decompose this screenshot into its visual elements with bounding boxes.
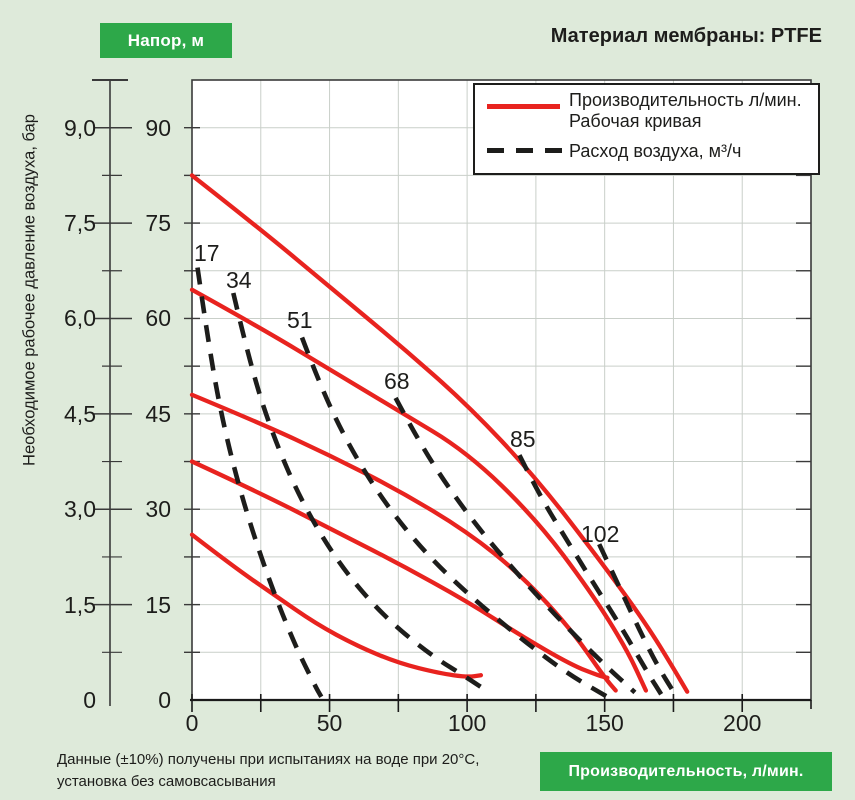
plot-area bbox=[192, 80, 811, 700]
air-curve-value-label: 34 bbox=[226, 267, 252, 293]
air-curve-value-label: 85 bbox=[510, 426, 536, 452]
head-tick-label: 45 bbox=[145, 400, 171, 427]
air-curve-85 bbox=[517, 454, 665, 698]
head-tick-label: 15 bbox=[145, 591, 171, 618]
legend-dashed-label: Расход воздуха, м³/ч bbox=[569, 141, 742, 161]
flow-tick-label: 150 bbox=[585, 710, 624, 736]
head-axis-badge-label: Напор, м bbox=[127, 30, 205, 50]
footnote-line2: установка без самовсасывания bbox=[57, 773, 276, 790]
pressure-tick-label: 1,5 bbox=[64, 591, 96, 618]
legend-solid-line-sample bbox=[487, 104, 560, 109]
air-curve-68 bbox=[393, 396, 637, 695]
performance-curve-2 bbox=[189, 287, 649, 693]
performance-curve-5 bbox=[189, 532, 484, 679]
footnote-line1: Данные (±10%) получены при испытаниях на… bbox=[57, 751, 480, 768]
head-tick-label: 0 bbox=[158, 687, 171, 713]
air-curve-value-label: 68 bbox=[384, 368, 410, 394]
legend-solid-label-line1: Производительность л/мин. bbox=[569, 90, 802, 110]
flow-axis-badge-label: Производительность, л/мин. bbox=[568, 762, 804, 780]
pressure-tick-label: 6,0 bbox=[64, 305, 96, 332]
pressure-tick-label: 4,5 bbox=[64, 400, 96, 427]
pressure-tick-label: 0 bbox=[83, 687, 96, 713]
performance-curve-1 bbox=[189, 173, 690, 694]
chart-title: Материал мембраны: PTFE bbox=[550, 25, 822, 47]
head-axis-badge: Напор, м bbox=[100, 23, 232, 58]
pressure-tick-label: 3,0 bbox=[64, 496, 96, 523]
head-tick-label: 90 bbox=[145, 114, 171, 141]
footnote: Данные (±10%) получены при испытаниях на… bbox=[57, 749, 479, 793]
head-tick-label: 30 bbox=[145, 496, 171, 523]
flow-tick-label: 0 bbox=[185, 710, 199, 736]
pressure-axis-title: Необходимое рабочее давление воздуха, ба… bbox=[20, 114, 39, 466]
performance-curve-4 bbox=[189, 459, 610, 680]
pressure-tick-label: 7,5 bbox=[64, 210, 96, 237]
flow-axis-badge: Производительность, л/мин. bbox=[540, 752, 832, 791]
pressure-tick-label: 9,0 bbox=[64, 114, 96, 141]
air-curve-17 bbox=[195, 267, 324, 698]
air-curve-value-label: 17 bbox=[194, 240, 220, 266]
performance-curve-3 bbox=[189, 392, 618, 693]
legend-dashed-line-sample bbox=[487, 148, 563, 153]
flow-tick-label: 100 bbox=[447, 710, 487, 736]
flow-tick-label: 200 bbox=[723, 710, 762, 736]
legend-box: Производительность л/мин. Рабочая кривая… bbox=[473, 83, 820, 175]
air-curve-value-label: 51 bbox=[287, 307, 313, 333]
air-curve-51 bbox=[299, 336, 609, 699]
head-tick-label: 75 bbox=[145, 210, 171, 237]
head-tick-label: 60 bbox=[145, 305, 171, 332]
air-curve-value-label: 102 bbox=[581, 521, 620, 547]
legend-solid-label: Производительность л/мин. Рабочая кривая bbox=[569, 90, 802, 132]
legend-solid-label-line2: Рабочая кривая bbox=[569, 111, 702, 131]
air-curve-34 bbox=[231, 292, 491, 695]
flow-tick-label: 50 bbox=[316, 710, 343, 736]
air-curve-102 bbox=[597, 543, 679, 698]
